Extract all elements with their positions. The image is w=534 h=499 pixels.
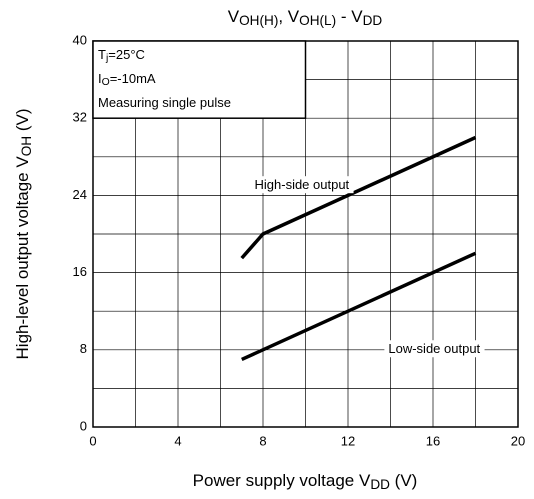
subscript: j — [105, 53, 108, 64]
conditions-box — [92, 40, 307, 119]
chart-title: VOH(H), VOH(L) - VDD — [228, 7, 383, 28]
condition: Tj=25°C — [98, 47, 145, 64]
x-tick-label: 4 — [174, 433, 181, 448]
label-bg — [384, 340, 485, 358]
y-tick-label: 40 — [73, 32, 87, 47]
condition: Measuring single pulse — [98, 95, 231, 110]
text-part: =25°C — [108, 47, 145, 62]
subscript: O — [102, 77, 110, 88]
text-part: =-10mA — [110, 71, 156, 86]
y-tick-label: 0 — [80, 418, 87, 433]
subscript: OH(H) — [239, 13, 278, 28]
text-part: (V) — [13, 109, 32, 136]
y-tick-label: 16 — [73, 264, 87, 279]
y-axis-label: High-level output voltage VOH (V) — [13, 109, 34, 360]
text-part: V — [228, 7, 240, 26]
text-part: Power supply voltage V — [193, 471, 371, 490]
y-tick-label: 8 — [80, 341, 87, 356]
text-part: (V) — [390, 471, 417, 490]
y-tick-label: 24 — [73, 187, 87, 202]
x-tick-label: 0 — [89, 433, 96, 448]
subscript: OH(L) — [299, 13, 336, 28]
subscript: DD — [363, 13, 383, 28]
condition: IO=-10mA — [98, 71, 156, 88]
subscript: DD — [370, 477, 390, 492]
series-line — [240, 135, 477, 260]
text-part: , V — [278, 7, 299, 26]
text-part: T — [98, 47, 106, 62]
label-bg — [250, 176, 354, 194]
series-line — [241, 251, 477, 362]
x-tick-label: 12 — [341, 433, 355, 448]
subscript: OH — [19, 136, 34, 156]
x-tick-label: 8 — [259, 433, 266, 448]
x-axis-label: Power supply voltage VDD (V) — [193, 471, 418, 492]
x-tick-label: 16 — [426, 433, 440, 448]
text-part: - V — [336, 7, 363, 26]
text-part: Measuring single pulse — [98, 95, 231, 110]
y-tick-label: 32 — [73, 110, 87, 125]
series-label: High-side output — [255, 177, 350, 192]
series-label: Low-side output — [388, 341, 480, 356]
text-part: I — [98, 71, 102, 86]
x-tick-label: 20 — [511, 433, 525, 448]
text-part: High-level output voltage V — [13, 156, 32, 360]
